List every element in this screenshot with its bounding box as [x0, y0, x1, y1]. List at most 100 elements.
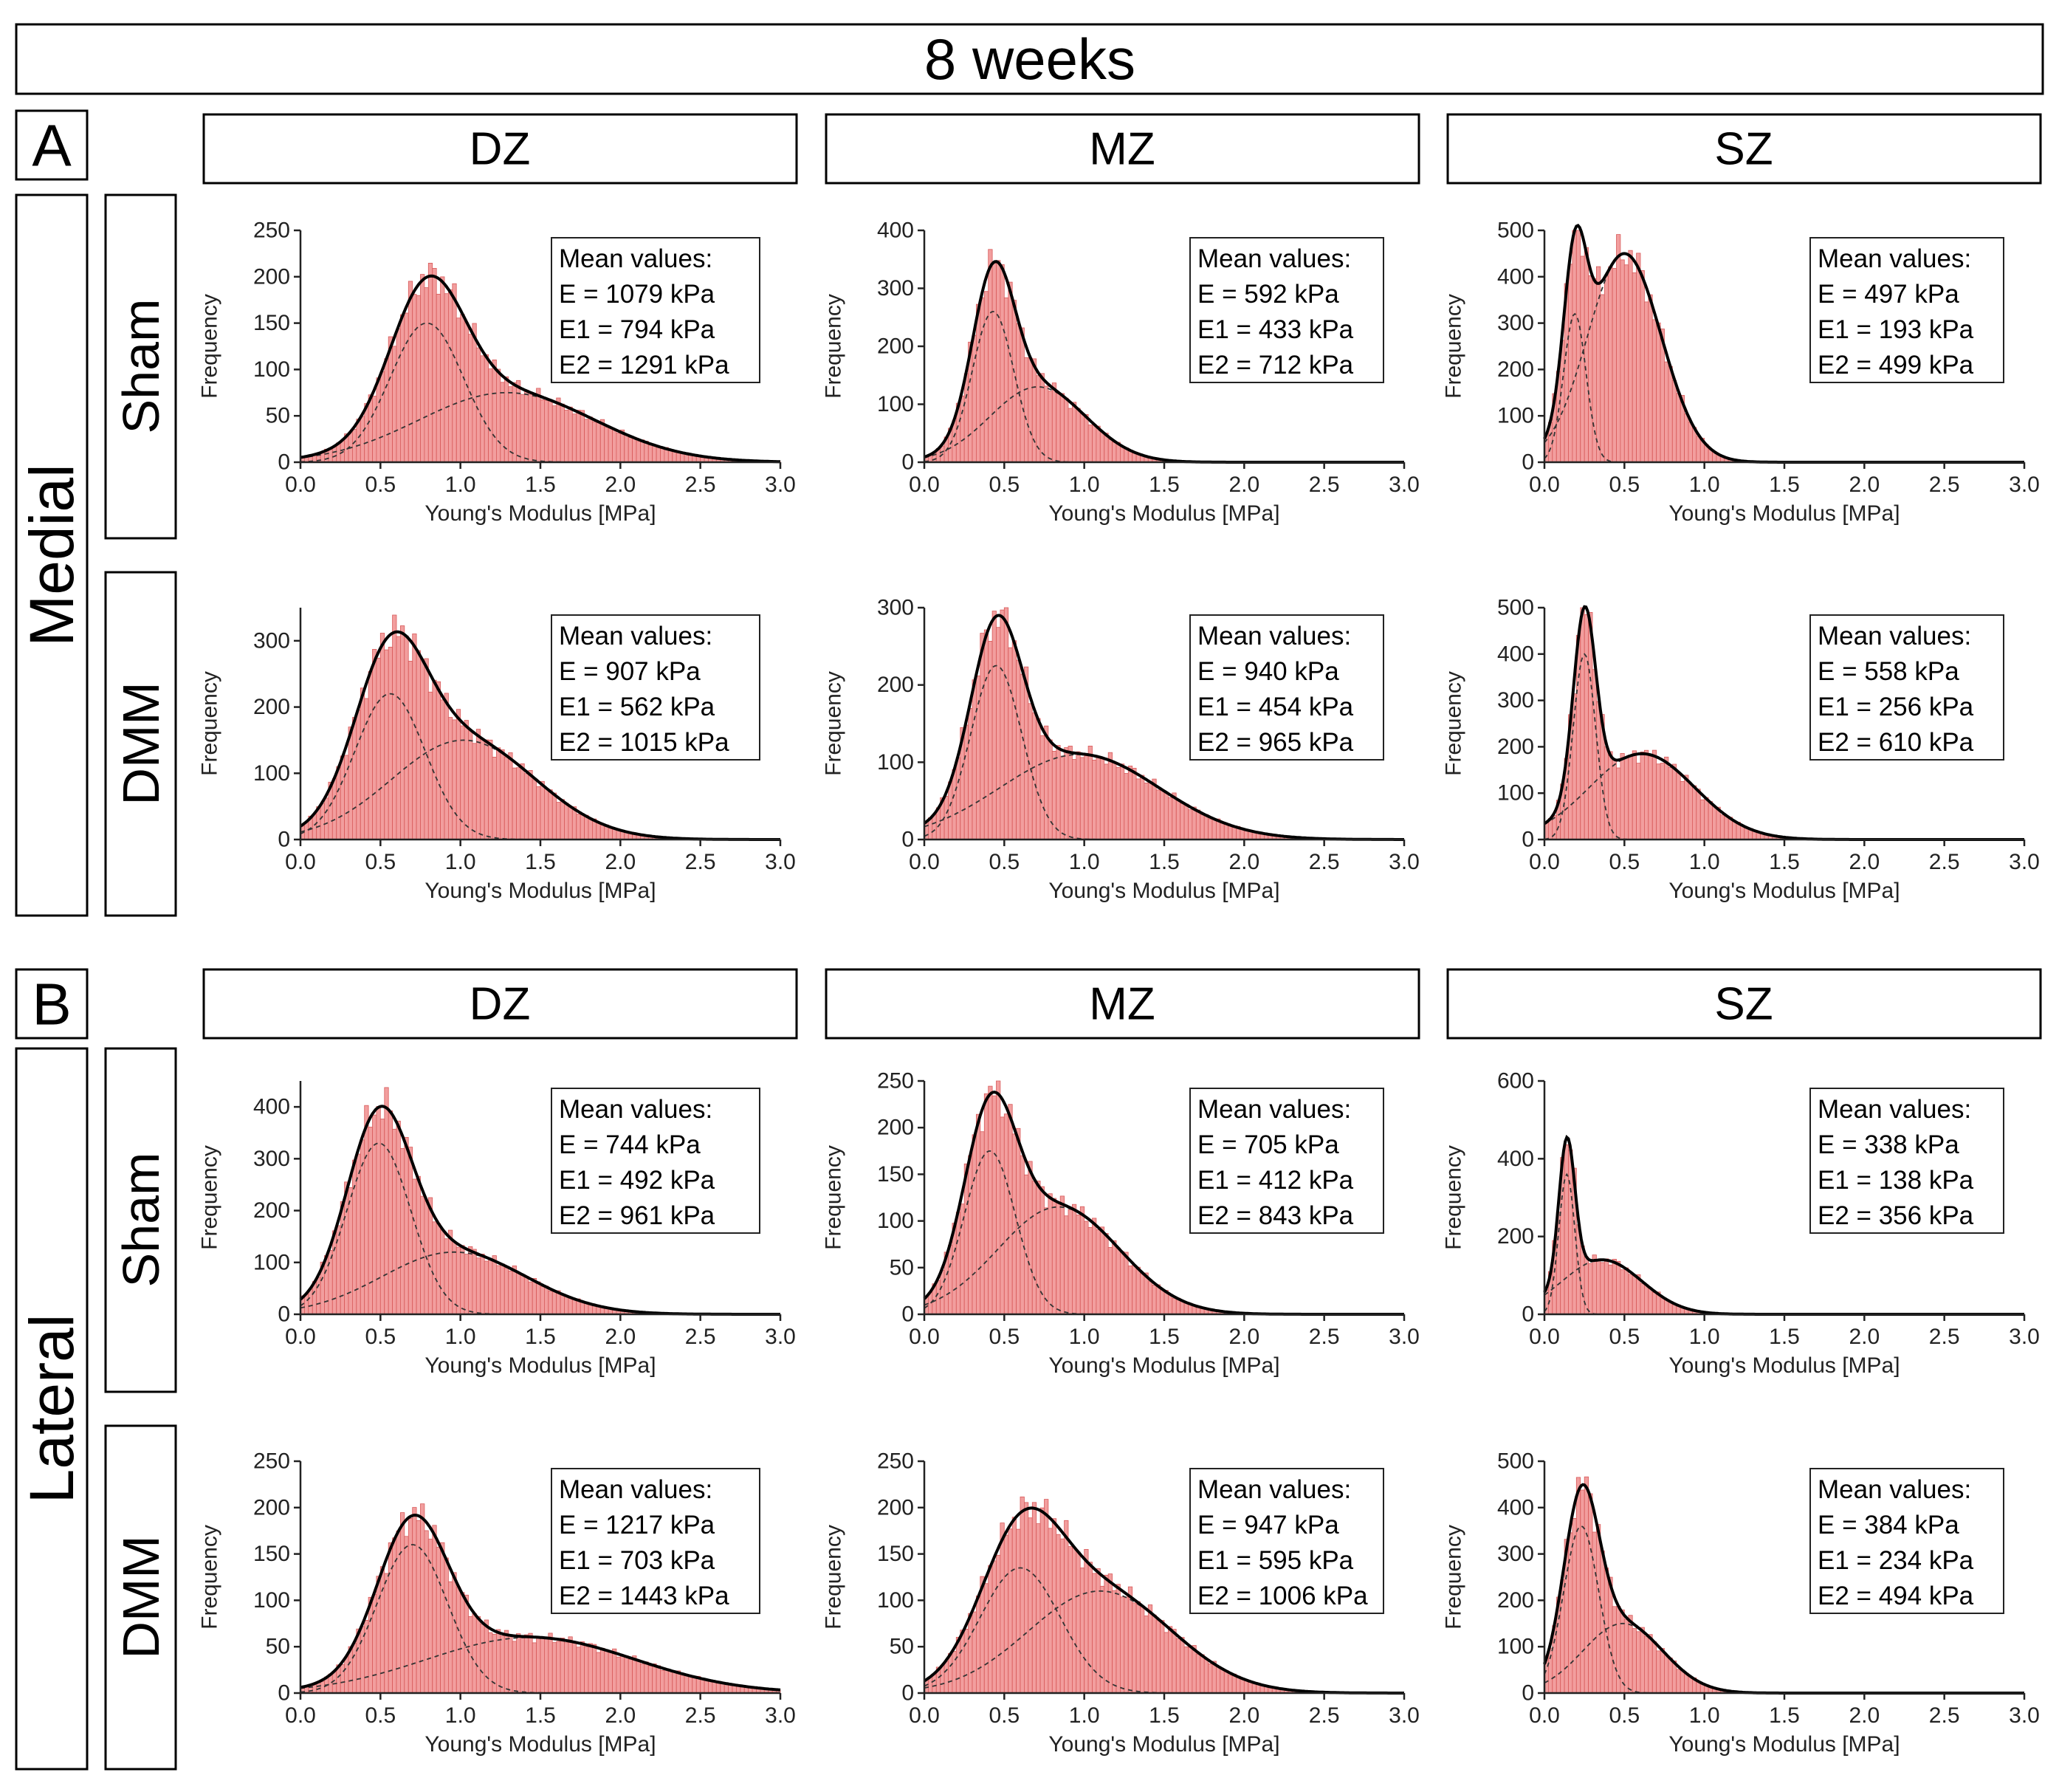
- chart-lateral-dmm-mz-bar: [1048, 1528, 1053, 1694]
- chart-medial-dmm-dz-bar: [480, 738, 485, 840]
- chart-lateral-dmm-dz-bar: [672, 1671, 677, 1694]
- chart-lateral-dmm-mz-bar: [960, 1630, 965, 1694]
- chart-lateral-dmm-sz-y-tick-label: 200: [1497, 1588, 1534, 1613]
- chart-lateral-dmm-mz-bar: [1135, 1601, 1141, 1694]
- chart-medial-dmm-dz-bar: [503, 756, 509, 840]
- chart-lateral-sham-dz-x-tick-label: 1.5: [525, 1325, 556, 1349]
- chart-lateral-dmm-mz-bar: [1112, 1590, 1117, 1694]
- chart-lateral-dmm-mz-bar: [1240, 1678, 1245, 1694]
- chart-lateral-sham-dz-bar: [540, 1285, 545, 1315]
- chart-lateral-dmm-sz-legend-value: E2 = 494 kPa: [1818, 1582, 1974, 1610]
- chart-lateral-dmm-mz-bar: [976, 1595, 981, 1694]
- chart-medial-dmm-dz-bar: [564, 803, 569, 840]
- chart-lateral-sham-mz-bar: [1031, 1181, 1037, 1315]
- chart-lateral-sham-mz-bar: [1020, 1155, 1025, 1315]
- chart-lateral-dmm-dz-fit-total: [300, 1514, 781, 1692]
- chart-lateral-sham-dz-x-axis-label: Young's Modulus [MPa]: [424, 1353, 656, 1378]
- chart-medial-sham-sz-legend-box: [1809, 237, 2004, 383]
- chart-medial-sham-mz-bar: [996, 260, 1001, 463]
- chart-medial-sham-dz-y-tick-label: 0: [278, 450, 290, 475]
- chart-lateral-dmm-sz-bar: [1696, 1681, 1701, 1694]
- chart-lateral-sham-mz-x-tick-label: 1.5: [1149, 1325, 1180, 1349]
- chart-lateral-dmm-dz-bar: [436, 1546, 441, 1694]
- chart-medial-sham-dz-bar: [444, 293, 449, 463]
- chart-lateral-sham-mz-bar: [1168, 1294, 1173, 1315]
- chart-lateral-sham-dz-bar: [496, 1265, 501, 1315]
- chart-lateral-dmm-mz-bar: [1076, 1551, 1081, 1694]
- chart-lateral-sham-mz-bar: [1064, 1215, 1069, 1315]
- chart-medial-sham-mz-bar: [1051, 382, 1057, 463]
- chart-medial-dmm-dz-bar: [440, 699, 445, 840]
- chart-lateral-dmm-sz-bar: [1656, 1650, 1661, 1694]
- chart-lateral-dmm-dz-y-tick-label: 50: [266, 1635, 290, 1659]
- chart-medial-sham-dz-bar: [628, 437, 633, 463]
- chart-lateral-dmm-dz-y-tick-label: 250: [253, 1449, 290, 1474]
- chart-medial-sham-sz-bar: [1608, 266, 1613, 463]
- chart-lateral-dmm-mz-legend-value: E2 = 1006 kPa: [1197, 1582, 1368, 1610]
- chart-lateral-sham-dz-legend-value: E2 = 961 kPa: [559, 1201, 715, 1230]
- chart-lateral-dmm-dz-y-axis-label: Frequency: [198, 1525, 222, 1630]
- chart-medial-sham-dz-bar: [408, 281, 413, 463]
- chart-medial-dmm-mz-bar: [1099, 758, 1105, 840]
- chart-medial-dmm-dz-bar: [404, 635, 409, 840]
- chart-lateral-sham-dz-bar: [516, 1273, 521, 1315]
- chart-lateral-dmm-sz-legend-box: [1809, 1468, 2004, 1614]
- chart-medial-sham-dz-bar: [456, 317, 461, 463]
- chart-lateral-dmm-mz-y-axis-label: Frequency: [822, 1525, 846, 1630]
- chart-medial-sham-dz-bar: [584, 419, 589, 463]
- chart-medial-sham-mz-bar: [1096, 425, 1101, 463]
- chart-medial-sham-dz-bar: [556, 397, 561, 463]
- chart-lateral-sham-dz-y-tick-label: 300: [253, 1147, 290, 1171]
- chart-medial-sham-dz-bar: [416, 295, 421, 463]
- chart-lateral-dmm-sz-x-tick-label: 1.0: [1689, 1703, 1720, 1728]
- chart-lateral-dmm-mz-bar: [1216, 1666, 1221, 1694]
- chart-lateral-dmm-dz-bar: [544, 1638, 549, 1694]
- chart-lateral-dmm-mz-bar: [1223, 1670, 1229, 1694]
- chart-medial-dmm-dz-bar: [619, 831, 625, 840]
- chart-lateral-sham-sz-legend-value: E1 = 138 kPa: [1818, 1166, 1974, 1195]
- chart-medial-sham-dz-bar: [480, 355, 485, 463]
- chart-lateral-dmm-dz-bar: [512, 1641, 517, 1694]
- chart-lateral-dmm-mz-bar: [1180, 1637, 1185, 1694]
- chart-medial-sham-mz-y-tick-label: 300: [877, 276, 914, 301]
- chart-medial-dmm-dz-bar: [596, 823, 601, 840]
- chart-medial-sham-dz-bar: [360, 416, 365, 463]
- chart-medial-sham-mz-x-tick-label: 1.5: [1149, 473, 1180, 497]
- chart-lateral-dmm-dz-bar: [664, 1668, 669, 1694]
- chart-medial-sham-mz-bar: [1003, 297, 1009, 463]
- chart-lateral-dmm-dz-x-tick-label: 3.0: [765, 1703, 796, 1728]
- chart-medial-dmm-mz-y-axis-label: Frequency: [822, 671, 846, 776]
- chart-lateral-sham-mz-bar: [983, 1093, 989, 1315]
- chart-lateral-sham-sz-x-tick-label: 1.0: [1689, 1325, 1720, 1349]
- panel-b-col-sz: SZ: [1714, 979, 1773, 1030]
- chart-medial-sham-sz-bar: [1676, 393, 1681, 463]
- chart-lateral-sham-dz-legend-value: E1 = 492 kPa: [559, 1166, 715, 1195]
- chart-lateral-sham-sz-bar: [1584, 1257, 1589, 1315]
- chart-lateral-sham-dz-bar: [508, 1270, 513, 1315]
- chart-medial-sham-sz-bar: [1575, 230, 1581, 463]
- chart-medial-dmm-dz-bar: [384, 649, 389, 840]
- chart-lateral-sham-sz-bar: [1580, 1246, 1585, 1315]
- chart-lateral-sham-mz-bar: [935, 1280, 941, 1315]
- chart-lateral-sham-sz-bar: [1620, 1269, 1625, 1315]
- chart-medial-sham-mz-legend-box: [1189, 237, 1384, 383]
- chart-medial-dmm-mz-bar: [1112, 761, 1117, 840]
- chart-medial-sham-mz-bar: [1072, 402, 1077, 463]
- chart-medial-sham-sz-bar: [1584, 247, 1589, 463]
- chart-lateral-sham-mz-bar: [1124, 1252, 1129, 1315]
- chart-medial-dmm-mz-x-tick-label: 2.0: [1228, 850, 1259, 874]
- chart-lateral-dmm-sz-bar: [1676, 1669, 1681, 1694]
- chart-medial-sham-dz-x-tick-label: 2.5: [685, 473, 716, 497]
- chart-lateral-sham-dz-bar: [303, 1294, 309, 1315]
- chart-lateral-dmm-mz-x-tick-label: 3.0: [1389, 1703, 1420, 1728]
- chart-lateral-sham-sz-bar: [1640, 1283, 1645, 1315]
- chart-lateral-sham-dz-bar: [480, 1254, 485, 1315]
- chart-lateral-dmm-dz-x-axis-label: Young's Modulus [MPa]: [424, 1732, 656, 1757]
- chart-lateral-dmm-mz-bar: [1051, 1518, 1057, 1694]
- chart-lateral-sham-dz-x-tick-label: 0.0: [285, 1325, 316, 1349]
- chart-lateral-dmm-sz-bar: [1664, 1655, 1669, 1694]
- chart-medial-sham-mz-bar: [972, 334, 977, 463]
- chart-lateral-dmm-dz-bar: [472, 1613, 477, 1694]
- chart-lateral-dmm-mz-bar: [1160, 1620, 1165, 1694]
- chart-medial-dmm-dz-bar: [444, 693, 449, 840]
